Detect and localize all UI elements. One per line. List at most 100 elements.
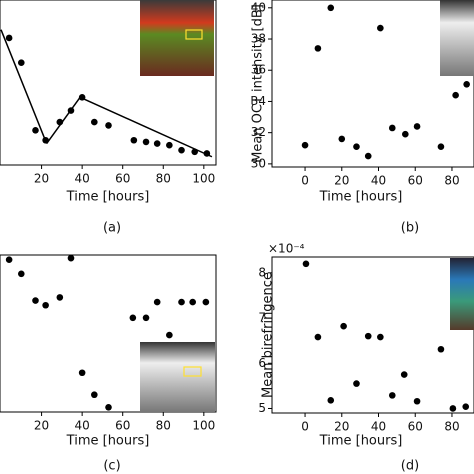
y-axis-label: Mean birefringence [261, 272, 276, 398]
caption: (d) [401, 459, 419, 474]
point [5, 256, 13, 264]
offset-label: ×10⁻⁴ [268, 242, 305, 256]
point [202, 298, 210, 306]
point [327, 4, 335, 12]
y-tick-label: 30 [251, 156, 266, 170]
x-tick-label: 20 [334, 420, 349, 434]
point [42, 136, 49, 144]
point [91, 391, 98, 399]
point [67, 107, 75, 114]
x-tick-label: 40 [371, 420, 386, 434]
point [302, 260, 310, 268]
point [301, 141, 309, 149]
y-tick-label: 36 [251, 63, 266, 77]
point [437, 345, 445, 353]
point [377, 24, 384, 32]
panel: 20 40 60 80 100 Time [hours] (c) [0, 254, 217, 474]
point [437, 143, 445, 151]
point [91, 118, 98, 126]
axes-frame [0, 0, 217, 166]
x-axis-label: Time [hours] [319, 434, 403, 449]
caption: (b) [401, 221, 419, 236]
inset-image [140, 342, 215, 412]
plot-area [5, 255, 210, 411]
point [388, 124, 396, 132]
point [191, 148, 199, 156]
point [32, 127, 39, 134]
point [402, 130, 409, 138]
y-tick-label: 38 [251, 32, 266, 46]
point [130, 136, 138, 144]
panel: 0 20 40 60 80 30 32 34 36 38 40 Time [hours] (b) Mean… [251, 0, 474, 236]
x-axis-label: Time [hours] [66, 190, 150, 205]
x-tick-label: 60 [115, 419, 130, 433]
point [153, 298, 161, 306]
x-tick-label: 80 [156, 172, 171, 186]
inset-image [140, 0, 214, 76]
y-tick-label: 6 [258, 356, 266, 370]
y-axis-label: Mean OCT intensity [dB] [251, 4, 266, 163]
inset-roi [183, 366, 202, 377]
x-tick-label: 100 [192, 172, 215, 186]
x-tick-label: 0 [301, 174, 309, 188]
point [314, 333, 322, 341]
inset-image [450, 258, 474, 330]
point [56, 294, 64, 301]
fit-line [46, 96, 81, 144]
x-tick-label: 40 [75, 172, 90, 186]
point [178, 298, 185, 306]
point [153, 140, 161, 147]
x-tick-label: 20 [334, 174, 349, 188]
point [142, 314, 150, 322]
x-tick-label: 100 [192, 419, 215, 433]
point [166, 331, 173, 339]
plot-area [301, 4, 470, 160]
axes-frame [271, 0, 474, 168]
y-tick-label: 8 [258, 265, 266, 279]
x-axis-label: Time [hours] [319, 190, 403, 205]
point [413, 397, 421, 405]
x-tick-label: 60 [408, 174, 423, 188]
inset-roi [185, 29, 203, 40]
point [449, 405, 457, 412]
insets [140, 0, 474, 412]
point [178, 146, 185, 154]
y-tick-label: 5 [258, 401, 266, 415]
point [338, 135, 346, 143]
point [452, 91, 459, 99]
axes-frame [0, 254, 217, 413]
point [314, 45, 322, 52]
point [17, 270, 25, 278]
point [353, 380, 360, 387]
x-tick-label: 20 [34, 172, 49, 186]
inset-image [440, 0, 474, 76]
x-tick-label: 60 [115, 172, 130, 186]
panel: 20 40 60 80 100 Time [hours] (a) [0, 0, 217, 236]
x-tick-label: 80 [156, 419, 171, 433]
x-axis-label: Time [hours] [66, 434, 150, 449]
point [203, 150, 211, 157]
point [78, 94, 86, 101]
point [56, 118, 64, 126]
x-tick-label: 80 [444, 174, 459, 188]
point [5, 34, 13, 42]
point [142, 138, 150, 146]
point [189, 298, 196, 306]
y-tick-label: 40 [251, 0, 266, 14]
point [105, 122, 112, 129]
point [364, 152, 372, 160]
point [78, 369, 86, 377]
point [400, 371, 408, 378]
point [340, 322, 347, 330]
x-tick-label: 40 [371, 174, 386, 188]
plot-area [302, 260, 470, 412]
fit-line [79, 96, 213, 158]
point [32, 297, 39, 304]
point [166, 141, 173, 149]
y-tick-label: 34 [251, 94, 266, 108]
point [463, 80, 470, 88]
point [105, 403, 112, 411]
fit-line [0, 29, 48, 144]
y-tick-label: 32 [251, 125, 266, 139]
